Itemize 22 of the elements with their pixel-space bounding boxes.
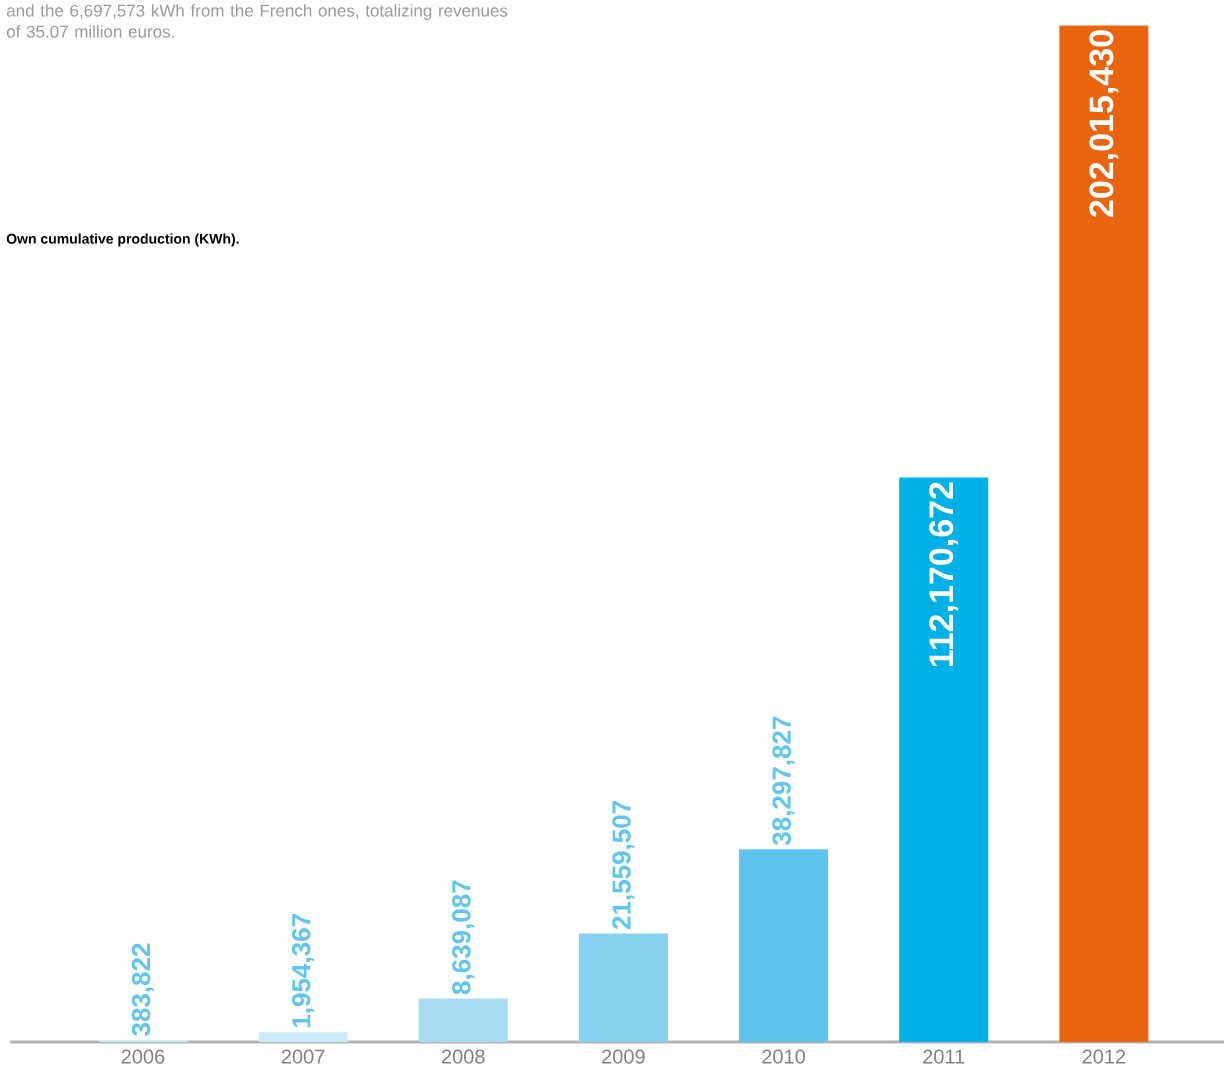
x-tick-label: 2007 xyxy=(281,1049,325,1064)
data-label: 8,639,087 xyxy=(452,880,475,995)
bar xyxy=(418,998,508,1042)
bar xyxy=(258,1032,348,1042)
bar xyxy=(1059,25,1149,1042)
x-tick-label: 2010 xyxy=(762,1049,806,1064)
bar xyxy=(578,933,668,1042)
bar xyxy=(899,477,989,1042)
bar xyxy=(739,849,829,1042)
x-tick-label: 2011 xyxy=(923,1049,965,1064)
data-label: 1,954,367 xyxy=(292,914,315,1027)
data-label: 202,015,430 xyxy=(1089,30,1119,217)
data-label: 21,559,507 xyxy=(612,801,635,930)
x-tick-label: 2008 xyxy=(442,1049,485,1064)
x-tick-label: 2009 xyxy=(602,1049,645,1064)
annotation: and the 6,697,573 kWh from the French ones, totalizing revenues of 35.07 million euros. xyxy=(6,4,508,38)
x-tick-label: 2006 xyxy=(121,1049,165,1064)
data-label: 38,297,827 xyxy=(772,716,795,846)
x-tick-label: 2012 xyxy=(1082,1049,1126,1064)
data-label: 383,822 xyxy=(131,943,155,1036)
data-label: 112,170,672 xyxy=(929,482,959,667)
text: Own cumulative production (KWh). xyxy=(6,233,239,247)
